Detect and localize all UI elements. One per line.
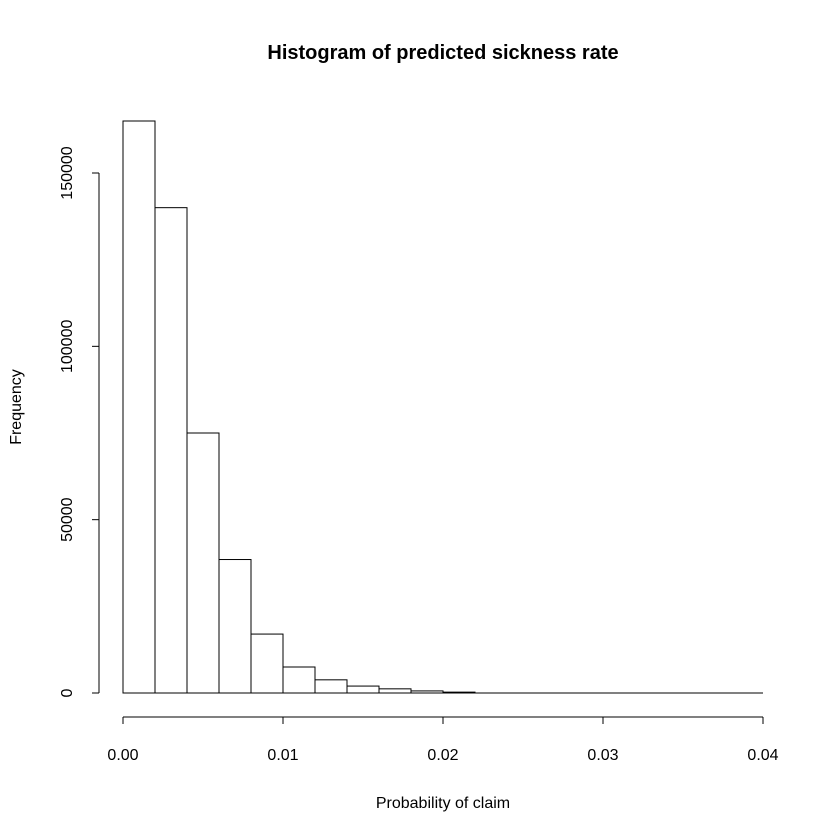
y-tick-label: 50000 bbox=[59, 497, 76, 542]
x-tick-label: 0.02 bbox=[427, 747, 458, 764]
x-axis: 0.00 0.01 0.02 0.03 0.04 bbox=[107, 716, 779, 764]
x-tick-label: 0.03 bbox=[587, 747, 618, 764]
histogram-bar bbox=[442, 691, 476, 694]
histogram-bar bbox=[410, 690, 444, 694]
histogram-bar bbox=[154, 207, 188, 694]
chart-title: Histogram of predicted sickness rate bbox=[267, 42, 618, 64]
histogram-bar bbox=[378, 688, 412, 694]
histogram-bar bbox=[122, 120, 156, 694]
histogram-bar bbox=[282, 666, 316, 694]
histogram-bar bbox=[314, 679, 348, 694]
y-tick-label: 150000 bbox=[59, 146, 76, 199]
y-axis-label: Frequency bbox=[8, 369, 25, 445]
x-axis-label: Probability of claim bbox=[376, 795, 510, 812]
y-tick-label: 0 bbox=[59, 688, 76, 697]
histogram-bar bbox=[250, 633, 284, 694]
histogram-bar bbox=[186, 432, 220, 694]
y-tick-label: 100000 bbox=[59, 320, 76, 373]
histogram-bars bbox=[122, 120, 763, 694]
histogram-bar bbox=[218, 559, 252, 694]
y-axis: 0 50000 100000 150000 bbox=[59, 146, 100, 697]
x-tick-label: 0.01 bbox=[267, 747, 298, 764]
x-tick-label: 0.00 bbox=[107, 747, 138, 764]
histogram-bar bbox=[346, 685, 380, 694]
x-tick-label: 0.04 bbox=[747, 747, 778, 764]
